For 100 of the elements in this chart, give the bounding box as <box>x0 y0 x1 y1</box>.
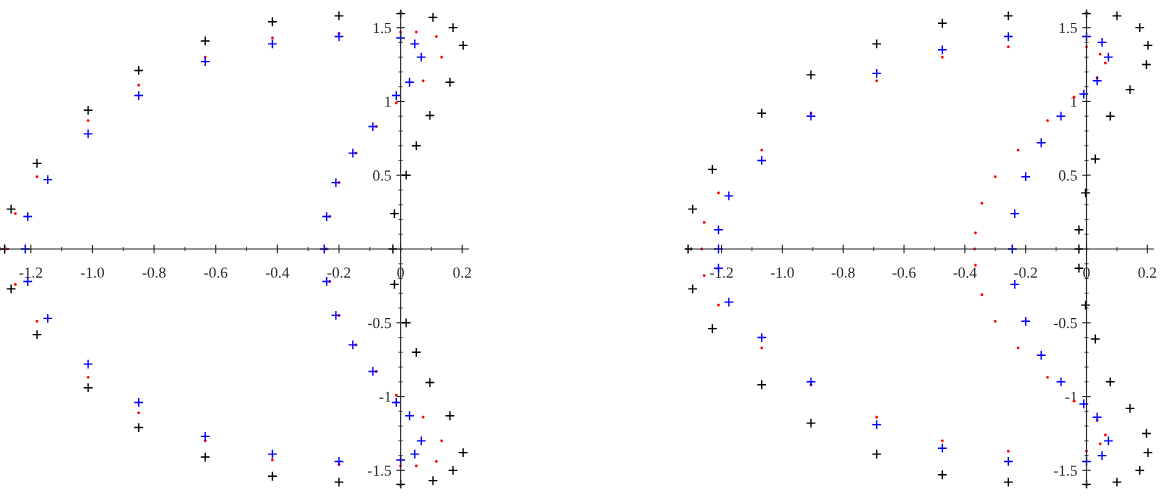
y-tick-label: -0.5 <box>367 317 391 329</box>
point <box>1111 10 1123 21</box>
point <box>333 456 345 467</box>
point <box>83 105 94 116</box>
point <box>1055 111 1067 122</box>
x-tick-label: -0.6 <box>204 267 228 278</box>
point <box>414 464 418 468</box>
point <box>271 36 274 40</box>
point <box>805 69 817 80</box>
point <box>1046 375 1049 379</box>
point <box>1055 376 1067 387</box>
point <box>14 283 17 286</box>
point <box>427 475 439 486</box>
point <box>805 418 817 429</box>
point <box>31 329 43 340</box>
point <box>394 101 398 105</box>
point <box>447 22 459 33</box>
point <box>1078 398 1089 410</box>
point <box>993 175 997 179</box>
point <box>687 204 698 215</box>
x-tick-label: 0.2 <box>453 267 471 278</box>
point <box>713 224 724 235</box>
y-tick-label: 0.5 <box>373 170 391 181</box>
x-tick-label: -0.4 <box>265 267 290 278</box>
point <box>805 376 817 387</box>
point <box>940 439 944 443</box>
point <box>702 274 706 277</box>
x-tick-label: -0.2 <box>1014 267 1037 278</box>
point <box>875 415 879 419</box>
point <box>330 310 341 321</box>
point <box>440 55 443 59</box>
point <box>444 410 455 421</box>
point <box>424 110 435 121</box>
point <box>1006 45 1010 49</box>
point <box>35 319 39 323</box>
point <box>1142 447 1154 458</box>
point <box>1096 37 1108 48</box>
point <box>1090 153 1101 165</box>
x-tick-label: -0.6 <box>892 267 916 278</box>
point <box>1090 333 1101 345</box>
point <box>424 377 435 388</box>
point <box>871 449 882 460</box>
point <box>35 175 39 179</box>
point <box>333 31 345 42</box>
point <box>447 465 459 476</box>
point <box>333 10 345 21</box>
point <box>86 119 90 123</box>
point <box>1103 435 1114 446</box>
point <box>200 35 211 47</box>
point <box>805 111 817 122</box>
point <box>347 339 358 350</box>
point <box>6 204 17 215</box>
point <box>409 38 420 49</box>
point <box>717 303 720 307</box>
x-tick-label: -0.2 <box>327 267 351 278</box>
point <box>974 231 977 235</box>
point <box>1142 40 1154 51</box>
point <box>86 375 90 379</box>
point <box>1080 299 1091 311</box>
point <box>444 77 455 88</box>
y-tick-label: -0.5 <box>1053 317 1077 329</box>
point <box>427 12 439 23</box>
x-tick-label: -0.8 <box>142 267 166 278</box>
point <box>1006 449 1010 453</box>
x-tick-label: -1.2 <box>19 267 43 278</box>
point <box>1003 477 1014 488</box>
point <box>702 221 706 224</box>
point <box>760 148 764 152</box>
y-tick-label: 1 <box>385 96 391 107</box>
point <box>401 317 412 328</box>
point <box>1096 450 1108 461</box>
point <box>137 83 141 87</box>
point <box>31 158 43 169</box>
point <box>434 35 438 38</box>
point <box>83 128 94 139</box>
point <box>1098 442 1102 446</box>
point <box>271 458 274 462</box>
point <box>1003 10 1014 21</box>
point <box>367 366 378 377</box>
y-tick-label: -1.5 <box>1053 465 1077 476</box>
point <box>83 382 94 393</box>
point <box>267 449 278 460</box>
point <box>347 148 358 159</box>
point <box>1103 52 1114 63</box>
y-tick-label: -1.5 <box>367 465 391 476</box>
point <box>875 79 879 83</box>
x-tick-label: -0.8 <box>831 267 855 278</box>
point <box>367 121 378 132</box>
x-tick-label: -1.0 <box>80 267 104 278</box>
point <box>717 191 720 195</box>
point <box>200 451 211 463</box>
point <box>267 38 278 49</box>
point <box>6 283 17 294</box>
y-tick-label: 1.5 <box>1059 22 1077 34</box>
y-tick-label: -1 <box>379 391 391 402</box>
point <box>1080 187 1091 199</box>
point <box>416 52 427 63</box>
y-tick-label: 0.5 <box>1058 170 1077 181</box>
point <box>1078 88 1089 100</box>
point <box>1046 119 1049 123</box>
